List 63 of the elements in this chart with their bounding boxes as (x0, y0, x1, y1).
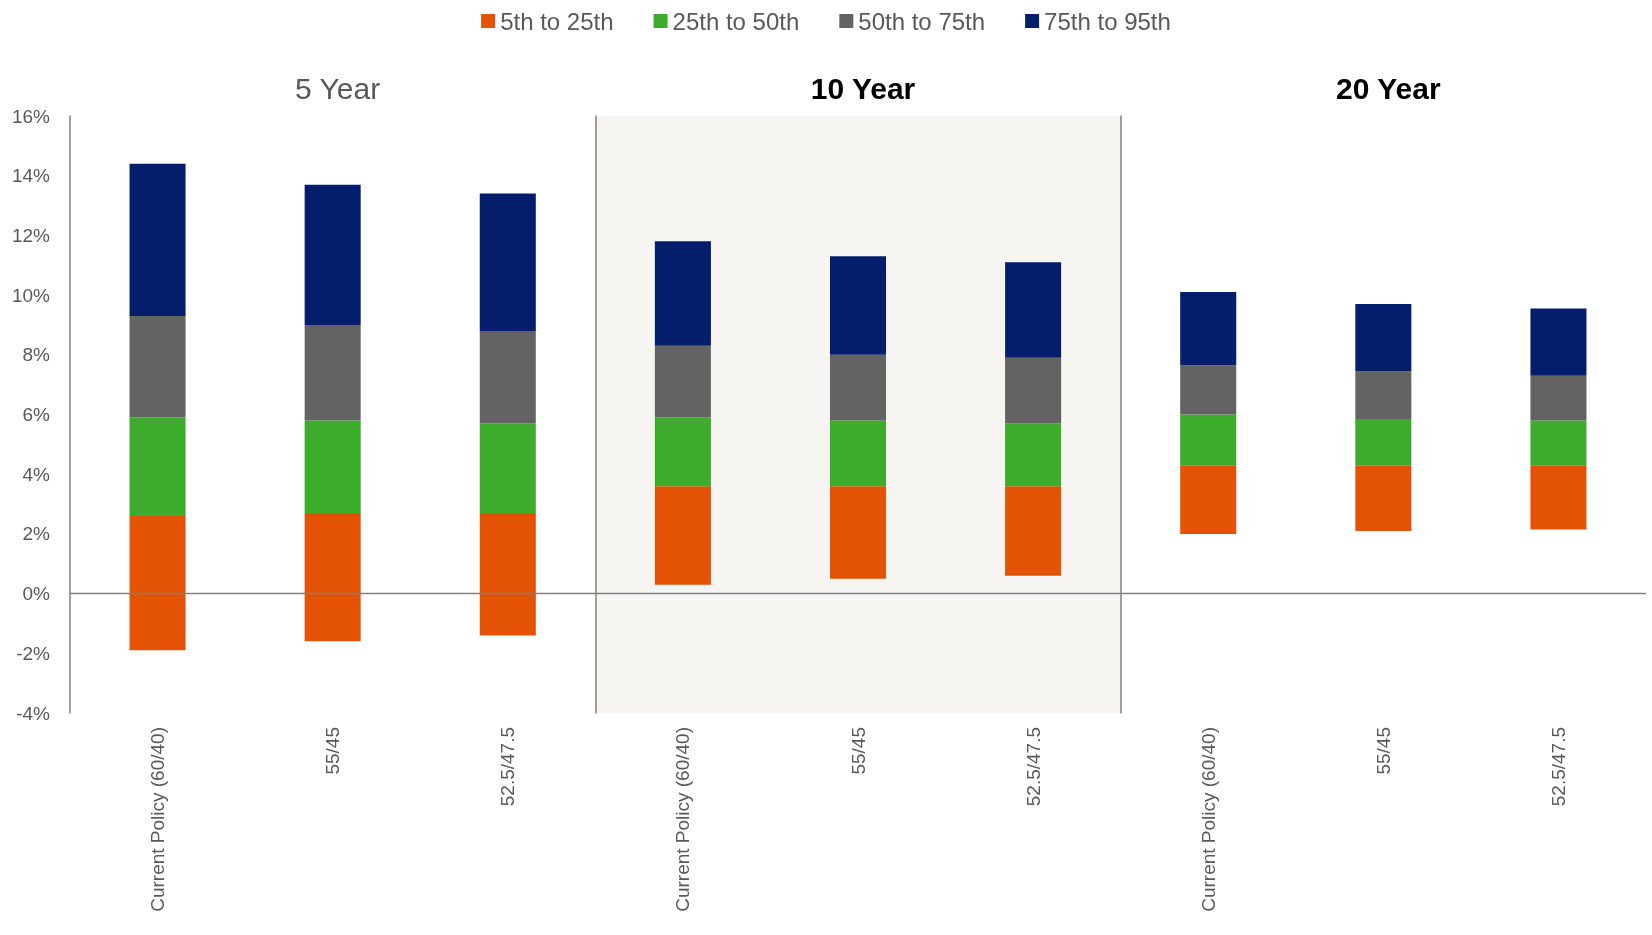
bar (1180, 465, 1237, 534)
y-tick-label: 6% (22, 404, 51, 425)
y-tick-label: 16% (11, 105, 51, 127)
bar (829, 486, 887, 579)
chart-title: 5 Year (295, 71, 381, 105)
chart-title: 20 Year (1336, 71, 1441, 105)
x-tick-label: Current Policy (60/40) (147, 727, 169, 912)
y-tick-label: 8% (22, 344, 51, 366)
bar (304, 513, 361, 642)
bar (1355, 465, 1412, 531)
bar (1180, 365, 1237, 415)
y-tick-label: 10% (11, 284, 51, 306)
bar (1180, 414, 1237, 466)
bar (1530, 308, 1587, 376)
y-tick-label: -4% (16, 702, 51, 724)
bar (1005, 423, 1062, 487)
bar (129, 163, 186, 316)
bar (1530, 420, 1587, 466)
legend-label: 5th to 25th (500, 7, 614, 35)
bar (654, 241, 711, 346)
bar (304, 324, 361, 421)
bar (304, 184, 361, 325)
x-tick-label: 52.5/47.5 (1022, 727, 1044, 807)
bar (829, 256, 887, 355)
x-tick-label: 55/45 (847, 727, 869, 775)
bar (1005, 262, 1062, 358)
bar (479, 330, 536, 424)
bar (1355, 304, 1412, 372)
legend-label: 75th to 95th (1044, 7, 1171, 35)
x-tick-label: Current Policy (60/40) (672, 727, 694, 912)
y-tick-label: 4% (22, 463, 51, 485)
bar (654, 486, 711, 585)
bar (1355, 418, 1412, 466)
y-tick-label: 14% (11, 165, 51, 187)
legend-label: 25th to 50th (672, 7, 800, 35)
y-tick-label: -2% (16, 642, 51, 664)
x-tick-label: 55/45 (1372, 727, 1394, 775)
bar (129, 316, 186, 418)
bar (1530, 375, 1587, 421)
bar (829, 354, 887, 421)
bar (829, 420, 887, 487)
bar (129, 417, 186, 516)
bar (479, 423, 536, 514)
bar (1005, 357, 1062, 424)
bar (1530, 465, 1587, 530)
x-tick-label: Current Policy (60/40) (1197, 727, 1219, 912)
bar (1180, 292, 1237, 366)
bar (129, 515, 186, 651)
x-tick-label: 52.5/47.5 (1547, 727, 1569, 807)
y-tick-label: 12% (11, 224, 51, 246)
bar (1005, 486, 1062, 576)
bar (1355, 371, 1412, 419)
bar (654, 417, 711, 487)
bar (479, 513, 536, 636)
x-tick-label: 52.5/47.5 (497, 727, 519, 807)
bar (304, 420, 361, 514)
y-tick-label: 2% (22, 523, 51, 545)
y-tick-label: 0% (22, 583, 51, 605)
x-tick-label: 55/45 (322, 727, 344, 775)
legend-label: 50th to 75th (858, 7, 986, 35)
bar (654, 345, 711, 418)
bar (479, 193, 536, 331)
chart-title: 10 Year (810, 71, 916, 105)
